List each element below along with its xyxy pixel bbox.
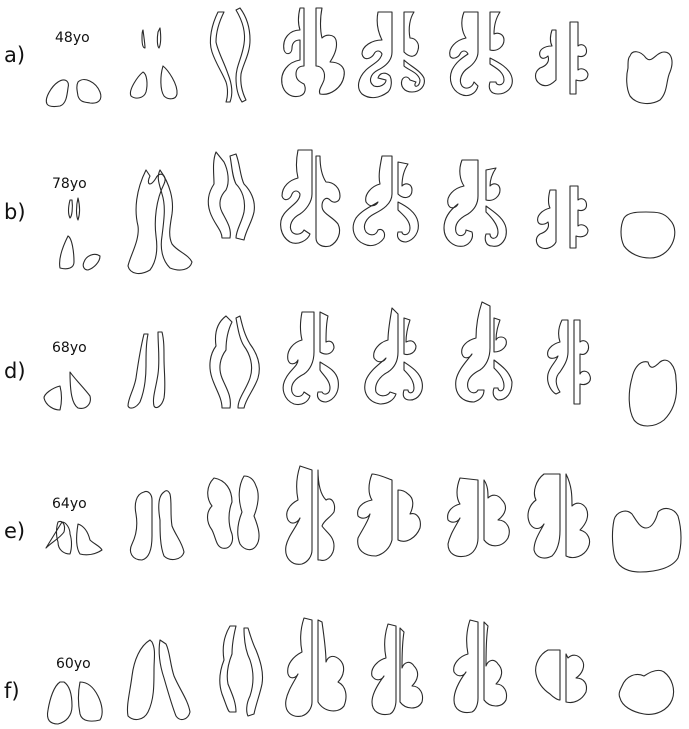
slice-turbinates-2 xyxy=(372,624,423,715)
slice-turbinates-3 xyxy=(448,478,510,557)
slice-vestibule xyxy=(130,491,184,560)
slice-nasopharynx xyxy=(613,509,682,572)
slice-vestibule xyxy=(127,640,190,719)
row-label: b) xyxy=(4,200,26,224)
slice-nostrils xyxy=(46,80,101,107)
slice-turbinates-3 xyxy=(444,160,506,246)
slice-nostrils xyxy=(44,372,90,410)
slice-turbinates-3 xyxy=(456,302,512,402)
slice-turbinates-1 xyxy=(283,312,338,405)
row-e: e) 64yo xyxy=(4,466,681,572)
slice-posterior xyxy=(536,22,589,94)
slice-turbinates-1 xyxy=(282,8,345,97)
slice-nostrils xyxy=(46,521,102,554)
row-label: a) xyxy=(4,43,25,67)
slice-vestibule xyxy=(128,332,165,408)
slice-valve xyxy=(210,316,259,408)
row-d: d) 68yo xyxy=(4,302,677,426)
slice-valve xyxy=(210,8,250,102)
slice-turbinates-2 xyxy=(359,12,425,98)
row-label: d) xyxy=(4,359,26,383)
slice-nasopharynx xyxy=(627,52,672,104)
slice-posterior xyxy=(536,186,588,249)
slice-turbinates-1 xyxy=(286,466,335,564)
row-label: f) xyxy=(4,679,20,703)
slice-valve xyxy=(220,626,263,716)
slice-vestibule xyxy=(130,28,177,99)
row-label: e) xyxy=(4,519,25,543)
age-label: 64yo xyxy=(52,496,87,512)
age-label: 78yo xyxy=(52,176,87,192)
slice-nasopharynx xyxy=(621,212,675,258)
slice-posterior xyxy=(528,474,590,558)
row-a: a) 48yo xyxy=(4,8,672,107)
slice-turbinates-1 xyxy=(286,618,346,716)
row-b: b) 78yo xyxy=(4,150,675,273)
slice-vestibule xyxy=(128,170,192,273)
slice-nostrils xyxy=(47,682,102,724)
slice-nostrils xyxy=(60,198,100,270)
slice-turbinates-1 xyxy=(281,150,340,247)
slice-turbinates-3 xyxy=(454,620,507,713)
slice-turbinates-2 xyxy=(358,474,421,556)
slice-valve xyxy=(208,152,254,240)
slice-posterior xyxy=(548,320,591,404)
row-f: f) 60yo xyxy=(4,618,674,724)
age-label: 68yo xyxy=(52,340,87,356)
slice-nasopharynx xyxy=(629,360,676,426)
slice-posterior xyxy=(536,650,587,703)
slice-turbinates-3 xyxy=(450,12,513,96)
age-label: 60yo xyxy=(56,656,91,672)
age-label: 48yo xyxy=(55,30,90,46)
slice-nasopharynx xyxy=(619,670,673,714)
slice-turbinates-2 xyxy=(365,308,423,404)
slice-valve xyxy=(208,476,260,550)
slice-turbinates-2 xyxy=(353,156,418,246)
